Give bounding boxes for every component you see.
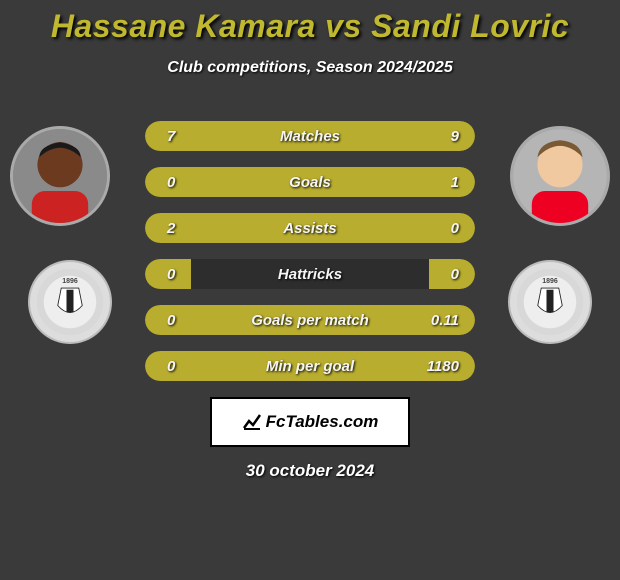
club-badge-icon: 1896 xyxy=(35,267,105,337)
stat-row: 01Goals xyxy=(145,167,475,197)
brand-logo: FcTables.com xyxy=(242,412,379,432)
stat-row: 01180Min per goal xyxy=(145,351,475,381)
stat-value-right: 0.11 xyxy=(431,305,459,335)
date-label: 30 october 2024 xyxy=(0,461,620,481)
brand-logo-box: FcTables.com xyxy=(210,397,410,447)
chart-icon xyxy=(242,412,262,432)
club-badge-left: 1896 xyxy=(28,260,112,344)
stat-row: 20Assists xyxy=(145,213,475,243)
stat-row: 0 0Hattricks xyxy=(145,259,475,289)
bar-fill xyxy=(145,213,475,243)
stat-value-left: 0 xyxy=(167,305,175,335)
stat-value-left: 0 xyxy=(167,167,175,197)
club-badge-right: 1896 xyxy=(508,260,592,344)
comparison-card: Hassane Kamara vs Sandi Lovric Club comp… xyxy=(0,0,620,481)
stat-value-right: 1 xyxy=(451,167,459,197)
avatar-left-icon xyxy=(13,129,107,223)
stat-row: 00.11Goals per match xyxy=(145,305,475,335)
stat-value-left: 2 xyxy=(167,213,175,243)
player-right-photo xyxy=(510,126,610,226)
bar-fill xyxy=(145,167,475,197)
club-badge-icon: 1896 xyxy=(515,267,585,337)
subtitle: Club competitions, Season 2024/2025 xyxy=(0,59,620,77)
stat-value-left: 7 xyxy=(167,121,175,151)
stat-value-left: 0 xyxy=(167,351,175,381)
stat-row: 79Matches xyxy=(145,121,475,151)
stats-bars: 79Matches01Goals20Assists00Hattricks00.1… xyxy=(145,121,475,381)
stat-value-right: 0 xyxy=(451,259,459,289)
badge-year: 1896 xyxy=(542,278,558,285)
stat-label: Hattricks xyxy=(145,259,475,289)
bar-fill xyxy=(145,305,475,335)
bar-fill xyxy=(145,121,475,151)
page-title: Hassane Kamara vs Sandi Lovric xyxy=(0,8,620,45)
stat-value-left: 0 xyxy=(167,259,175,289)
badge-year: 1896 xyxy=(62,278,78,285)
brand-text: FcTables.com xyxy=(266,412,379,432)
player-left-photo xyxy=(10,126,110,226)
stat-value-right: 1180 xyxy=(427,351,459,381)
stat-value-right: 9 xyxy=(451,121,459,151)
avatar-right-icon xyxy=(513,129,607,223)
bar-fill xyxy=(145,351,475,381)
stat-value-right: 0 xyxy=(451,213,459,243)
